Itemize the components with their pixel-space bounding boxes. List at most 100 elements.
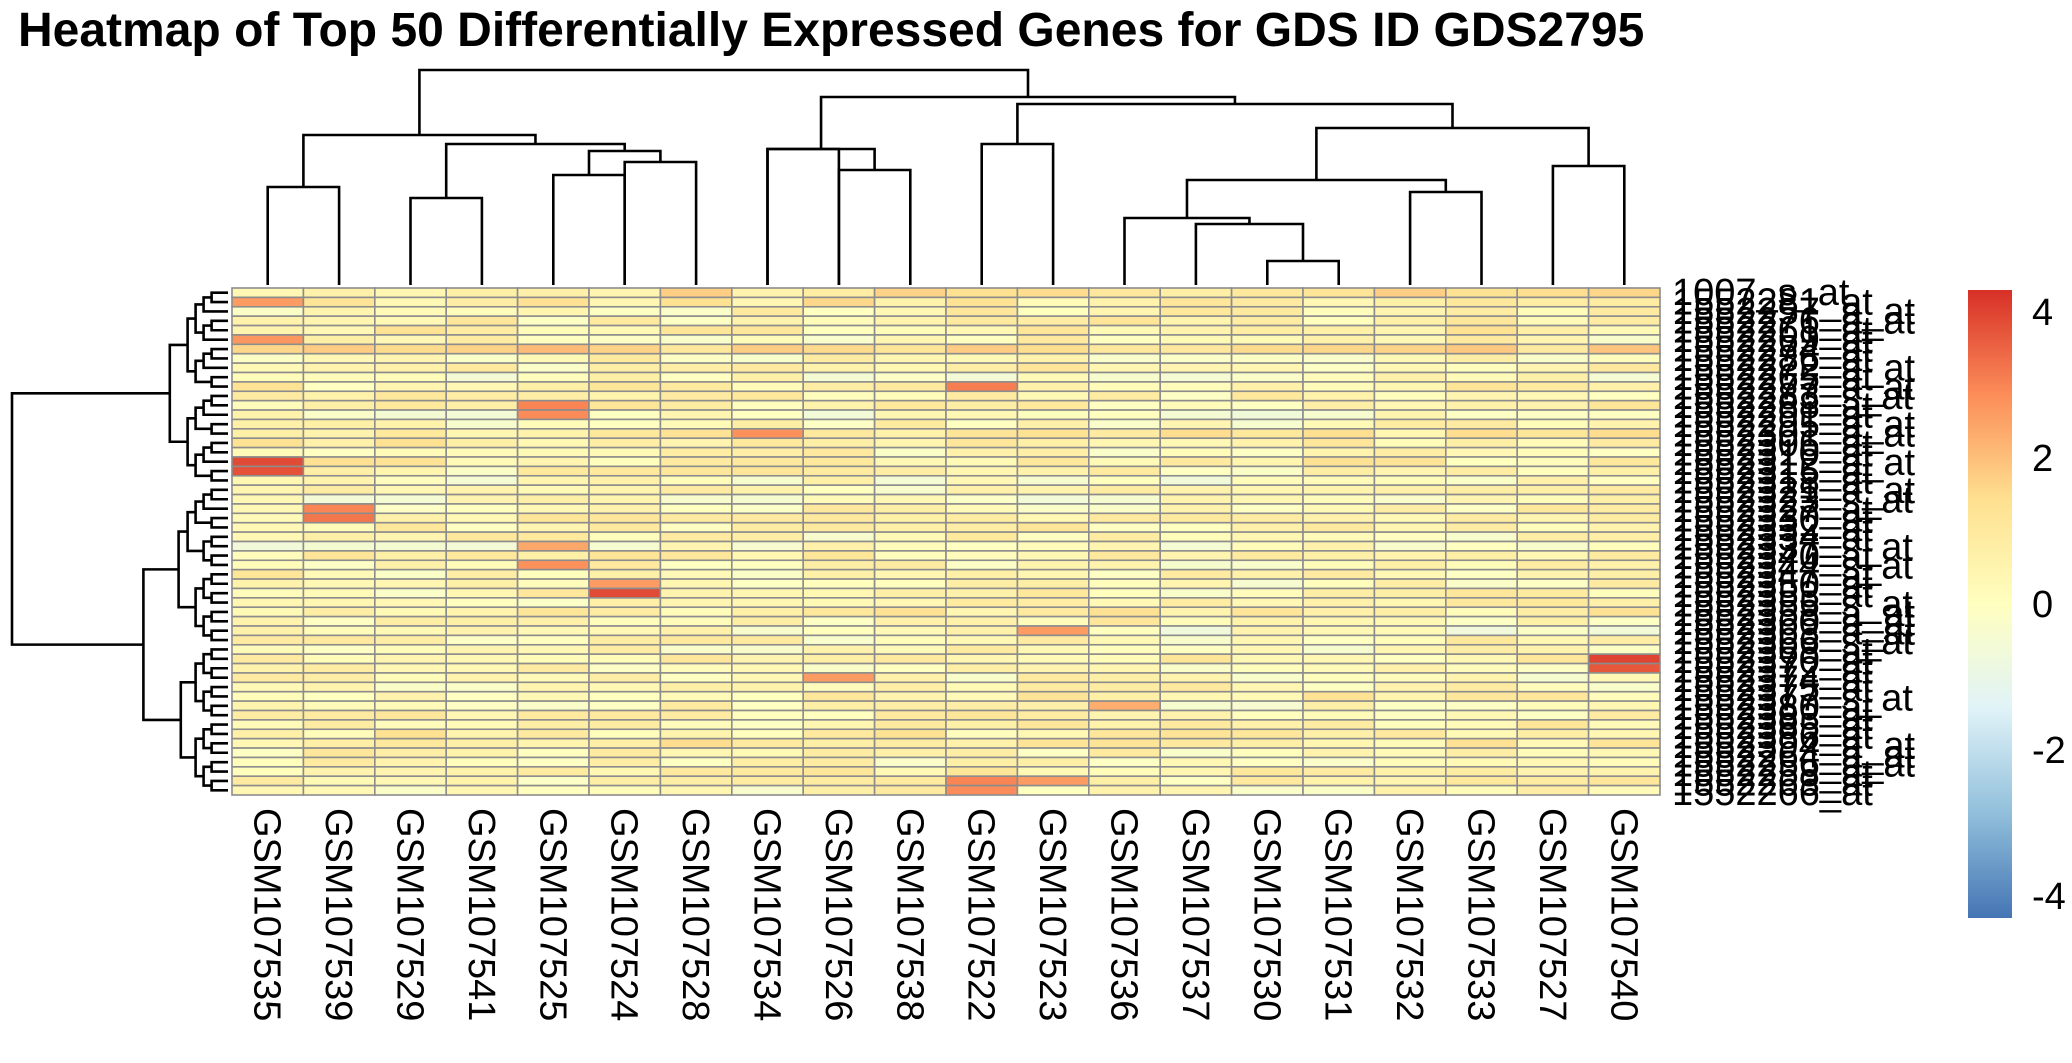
heatmap-cell (802, 775, 876, 787)
heatmap-cell (1516, 606, 1590, 618)
heatmap-cell (588, 672, 662, 684)
heatmap-cell (1230, 690, 1304, 702)
heatmap-cell (516, 409, 590, 421)
heatmap-cell (945, 559, 1019, 571)
heatmap-cell (802, 390, 876, 402)
heatmap-cell (1302, 428, 1376, 440)
heatmap-cell (1373, 615, 1447, 627)
heatmap-cell (1088, 606, 1162, 618)
heatmap-cell (373, 474, 447, 486)
heatmap-cell (445, 531, 519, 543)
heatmap-cell (730, 456, 804, 468)
heatmap-cell (945, 531, 1019, 543)
heatmap-cell (1230, 315, 1304, 327)
row-label: 1552321_a_at (1672, 470, 1915, 512)
heatmap-cell (1088, 615, 1162, 627)
heatmap-cell (1159, 625, 1233, 637)
heatmap-cell (302, 493, 376, 505)
heatmap-cell (659, 709, 733, 721)
heatmap-cell (373, 634, 447, 646)
row-dendrogram-branch (142, 568, 181, 722)
heatmap-cell (802, 568, 876, 580)
heatmap-cell (373, 362, 447, 374)
heatmap-cell (516, 690, 590, 702)
heatmap-cell (1230, 531, 1304, 543)
heatmap-cell (1016, 465, 1090, 477)
heatmap-cell (1587, 550, 1661, 562)
heatmap-cell (730, 568, 804, 580)
heatmap-cell (302, 719, 376, 731)
heatmap-cell (1159, 484, 1233, 496)
heatmap-cell (1516, 503, 1590, 515)
heatmap-cell (1516, 634, 1590, 646)
heatmap-cell (659, 512, 733, 524)
heatmap-cell (945, 315, 1019, 327)
heatmap-cell (1302, 747, 1376, 759)
heatmap-cell (1230, 550, 1304, 562)
heatmap-cell (1159, 390, 1233, 402)
heatmap-cell (873, 606, 947, 618)
heatmap-cell (1302, 305, 1376, 317)
heatmap-cell (945, 437, 1019, 449)
heatmap-cell (1587, 775, 1661, 787)
heatmap-cell (873, 287, 947, 299)
heatmap-cell (588, 643, 662, 655)
heatmap-cell (1445, 578, 1519, 590)
heatmap-cell (1016, 287, 1090, 299)
heatmap-cell (945, 305, 1019, 317)
row-label: 1552283_s_at (1672, 376, 1913, 418)
column-label: GSM107540 (1602, 808, 1644, 1021)
heatmap-cell (945, 681, 1019, 693)
heatmap-cell (588, 474, 662, 486)
heatmap-cell (873, 615, 947, 627)
heatmap-cell (873, 399, 947, 411)
heatmap-cell (516, 559, 590, 571)
heatmap-cell (659, 578, 733, 590)
heatmap-cell (588, 503, 662, 515)
heatmap-cell (945, 756, 1019, 768)
heatmap-cell (588, 681, 662, 693)
heatmap-cell (1088, 343, 1162, 355)
heatmap-cell (302, 784, 376, 796)
heatmap-cell (373, 484, 447, 496)
heatmap-cell (1445, 625, 1519, 637)
heatmap-cell (730, 672, 804, 684)
heatmap-cell (1230, 540, 1304, 552)
heatmap-cell (373, 540, 447, 552)
heatmap-cell (1445, 521, 1519, 533)
heatmap-cell (1302, 315, 1376, 327)
column-label: GSM107532 (1388, 808, 1430, 1021)
heatmap-cell (302, 625, 376, 637)
heatmap-cell (1516, 343, 1590, 355)
heatmap-cell (588, 700, 662, 712)
heatmap-cell (945, 390, 1019, 402)
heatmap-cell (1516, 550, 1590, 562)
heatmap-cell (659, 634, 733, 646)
heatmap-cell (945, 747, 1019, 759)
heatmap-cell (588, 465, 662, 477)
heatmap-cell (1159, 700, 1233, 712)
heatmap-cell (659, 587, 733, 599)
heatmap-cell (1373, 559, 1447, 571)
heatmap-cell (373, 315, 447, 327)
heatmap-cell (1516, 653, 1590, 665)
heatmap-cell (873, 428, 947, 440)
heatmap-cell (873, 418, 947, 430)
heatmap-cell (445, 784, 519, 796)
heatmap-cell (1516, 559, 1590, 571)
heatmap-cell (1159, 559, 1233, 571)
heatmap-cell (231, 362, 305, 374)
heatmap-cell (1230, 643, 1304, 655)
heatmap-cell (1587, 700, 1661, 712)
heatmap-cell (1088, 521, 1162, 533)
heatmap-cell (1516, 409, 1590, 421)
heatmap-cell (1088, 456, 1162, 468)
heatmap-cell (873, 784, 947, 796)
heatmap-cell (730, 653, 804, 665)
heatmap-cell (302, 597, 376, 609)
heatmap-cell (1445, 343, 1519, 355)
column-dendrogram-branch (266, 185, 341, 285)
heatmap-cell (1445, 381, 1519, 393)
heatmap-cell (231, 334, 305, 346)
heatmap-cell (1587, 728, 1661, 740)
